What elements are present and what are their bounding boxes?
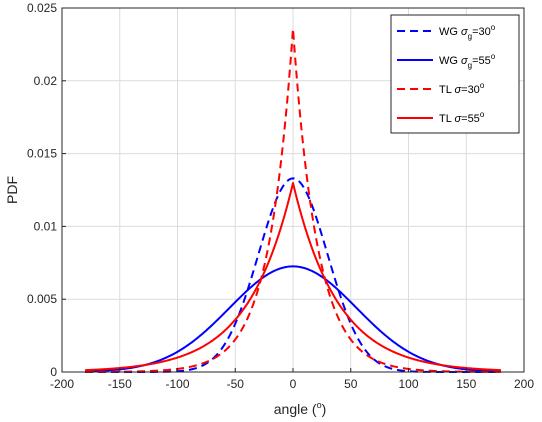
x-tick-label: -50 [227,377,245,391]
series-line-3 [85,27,501,373]
legend: WG σg=30o WG σg=55o TL σ=30o TL σ=55o [390,14,520,134]
y-tick-label: 0.02 [34,74,58,88]
y-tick-label: 0 [50,365,57,379]
x-axis-label: angle (o) [274,400,327,417]
x-tick-label: -150 [108,377,132,391]
axis-ticks: -200 -150 -100 -50 0 50 100 150 200 0 0.005 0.01 0.0… [27,1,534,391]
x-tick-label: -200 [50,377,74,391]
x-axis-label-degree: o [317,400,322,410]
series-line-4 [85,181,501,372]
x-tick-label: 150 [456,377,476,391]
series-line-2 [85,265,501,372]
y-tick-label: 0.015 [27,147,57,161]
y-axis-label: PDF [4,176,20,204]
x-axis-label-close: ) [322,401,327,417]
x-tick-label: 0 [290,377,297,391]
y-tick-label: 0.01 [34,219,58,233]
x-tick-label: 50 [344,377,358,391]
x-tick-label: 100 [398,377,418,391]
legend-label: TL σ=55o [439,110,485,125]
legend-label: WG σg=55o [439,52,496,70]
y-tick-label: 0.025 [27,1,57,15]
x-tick-label: -100 [165,377,189,391]
y-tick-label: 0.005 [27,292,57,306]
legend-label: WG σg=30o [439,23,496,41]
x-axis-label-main: angle ( [274,401,317,417]
legend-label: TL σ=30o [439,81,485,96]
legend-box [390,14,520,134]
x-tick-label: 200 [514,377,534,391]
